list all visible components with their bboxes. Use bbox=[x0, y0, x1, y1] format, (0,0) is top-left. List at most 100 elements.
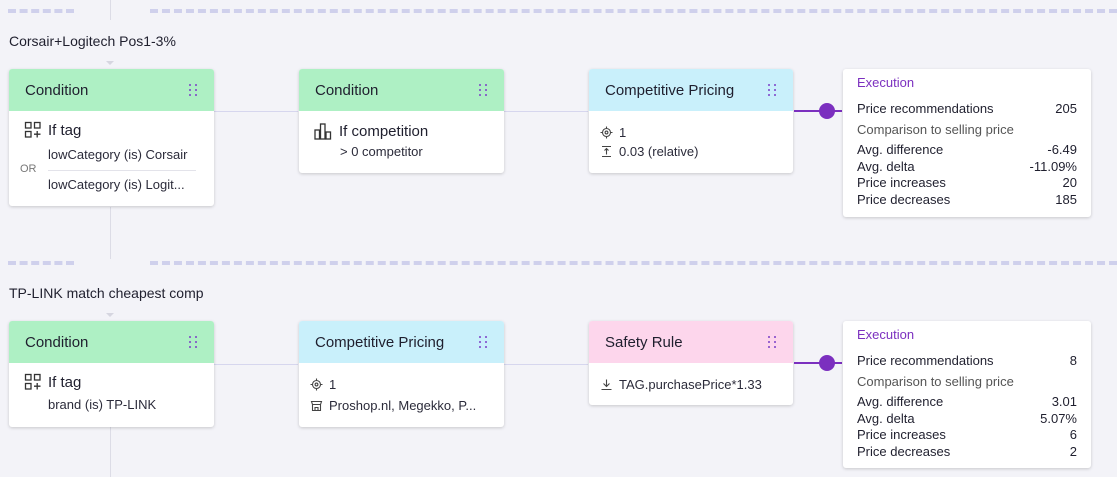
separator-middle bbox=[150, 261, 1117, 265]
execution-row: Avg. difference -6.49 bbox=[857, 142, 1077, 159]
execution-row: Price decreases 2 bbox=[857, 444, 1077, 461]
connector-line bbox=[504, 111, 588, 112]
competitive-pricing-node[interactable]: Competitive Pricing 1 0.03 (relative) bbox=[589, 69, 793, 173]
rank-value: 1 bbox=[619, 125, 627, 140]
separator-top bbox=[150, 9, 1117, 13]
row-value: 205 bbox=[1055, 101, 1077, 116]
row-label: Avg. delta bbox=[857, 158, 915, 174]
row-value: 6 bbox=[1069, 427, 1077, 442]
condition-line: brand (is) TP-LINK bbox=[48, 397, 157, 412]
execution-title: Execution bbox=[857, 327, 915, 342]
node-title: Safety Rule bbox=[605, 333, 683, 351]
execution-panel: Execution Price recommendations 8 Compari… bbox=[843, 321, 1091, 468]
condition-node[interactable]: Condition If tag brand (is) TP-LINK bbox=[9, 321, 214, 427]
separator-middle bbox=[8, 261, 74, 265]
drag-handle-icon[interactable] bbox=[478, 83, 490, 97]
bar-chart-icon bbox=[313, 122, 333, 140]
group-title: TP-LINK match cheapest comp bbox=[9, 285, 204, 301]
target-icon bbox=[600, 126, 613, 139]
node-title: Condition bbox=[25, 81, 89, 99]
node-heading: If competition bbox=[339, 122, 429, 140]
condition-line: lowCategory (is) Corsair bbox=[48, 147, 188, 162]
drag-handle-icon[interactable] bbox=[188, 83, 200, 97]
drag-handle-icon[interactable] bbox=[188, 335, 200, 349]
step-icon bbox=[600, 145, 613, 158]
target-icon bbox=[310, 378, 323, 391]
execution-row: Price increases 6 bbox=[857, 427, 1077, 444]
drag-handle-icon[interactable] bbox=[767, 83, 779, 97]
execution-row: Price recommendations 205 bbox=[857, 101, 1077, 118]
node-title: Condition bbox=[315, 81, 379, 99]
row-value: -11.09% bbox=[1029, 158, 1077, 174]
row-value: 20 bbox=[1062, 175, 1077, 190]
execution-row: Price increases 20 bbox=[857, 175, 1077, 192]
row-label: Price increases bbox=[857, 427, 946, 442]
tag-add-icon bbox=[24, 373, 42, 391]
row-value: 8 bbox=[1069, 353, 1077, 368]
node-header: Condition bbox=[9, 69, 214, 111]
tag-add-icon bbox=[24, 121, 42, 139]
node-title: Competitive Pricing bbox=[605, 81, 735, 99]
execution-row: Price recommendations 8 bbox=[857, 353, 1077, 370]
row-label: Comparison to selling price bbox=[857, 373, 1014, 389]
collapse-arrow-icon bbox=[106, 313, 114, 317]
connector-line bbox=[504, 364, 588, 365]
or-label: OR bbox=[20, 163, 37, 175]
step-value: 0.03 (relative) bbox=[619, 144, 699, 159]
group-title: Corsair+Logitech Pos1-3% bbox=[9, 33, 176, 49]
condition-line: lowCategory (is) Logit... bbox=[48, 177, 185, 192]
competitive-pricing-node[interactable]: Competitive Pricing 1 Proshop.nl, Megekk… bbox=[299, 321, 504, 427]
rank-value: 1 bbox=[329, 377, 337, 392]
drag-handle-icon[interactable] bbox=[478, 335, 490, 349]
timeline-line bbox=[110, 207, 111, 259]
execution-row: Avg. difference 3.01 bbox=[857, 394, 1077, 411]
row-label: Avg. delta bbox=[857, 410, 915, 426]
execution-dot-icon bbox=[819, 103, 835, 119]
row-label: Price increases bbox=[857, 175, 946, 190]
node-heading: If tag bbox=[48, 373, 82, 391]
condition-node[interactable]: Condition If competition > 0 competitor bbox=[299, 69, 504, 173]
node-header: Competitive Pricing bbox=[299, 321, 504, 363]
safety-value: TAG.purchasePrice*1.33 bbox=[619, 377, 762, 392]
connector-line bbox=[214, 111, 298, 112]
row-label: Price recommendations bbox=[857, 353, 994, 368]
row-value: 3.01 bbox=[1051, 394, 1077, 409]
row-label: Price decreases bbox=[857, 443, 951, 459]
execution-row: Price decreases 185 bbox=[857, 192, 1077, 209]
row-label: Avg. difference bbox=[857, 142, 944, 157]
execution-title: Execution bbox=[857, 75, 915, 90]
collapse-arrow-icon bbox=[106, 61, 114, 65]
connector-line bbox=[214, 364, 298, 365]
row-label: Price decreases bbox=[857, 191, 951, 207]
node-header: Competitive Pricing bbox=[589, 69, 793, 111]
competitors-value: Proshop.nl, Megekko, P... bbox=[329, 398, 477, 413]
condition-node[interactable]: Condition If tag lowCategory (is) Corsai… bbox=[9, 69, 214, 206]
row-value: 5.07% bbox=[1040, 410, 1077, 426]
row-label: Comparison to selling price bbox=[857, 121, 1014, 137]
safety-rule-node[interactable]: Safety Rule TAG.purchasePrice*1.33 bbox=[589, 321, 793, 405]
shop-icon bbox=[310, 399, 323, 412]
row-label: Avg. difference bbox=[857, 394, 944, 409]
execution-row: Comparison to selling price bbox=[857, 122, 1077, 139]
row-value: 185 bbox=[1055, 191, 1077, 207]
execution-dot-icon bbox=[819, 355, 835, 371]
execution-connector bbox=[794, 362, 842, 364]
execution-row: Comparison to selling price bbox=[857, 374, 1077, 391]
node-heading: If tag bbox=[48, 121, 82, 139]
row-value: 2 bbox=[1069, 443, 1077, 459]
row-value: -6.49 bbox=[1047, 142, 1077, 157]
execution-connector bbox=[794, 110, 842, 112]
node-header: Condition bbox=[299, 69, 504, 111]
execution-row: Avg. delta -11.09% bbox=[857, 159, 1077, 176]
timeline-line bbox=[110, 0, 111, 20]
separator-top bbox=[8, 9, 74, 13]
row-label: Price recommendations bbox=[857, 101, 994, 116]
node-title: Condition bbox=[25, 333, 89, 351]
drag-handle-icon[interactable] bbox=[767, 335, 779, 349]
node-header: Condition bbox=[9, 321, 214, 363]
execution-panel: Execution Price recommendations 205 Compa… bbox=[843, 69, 1091, 217]
timeline-line bbox=[110, 427, 111, 477]
execution-row: Avg. delta 5.07% bbox=[857, 411, 1077, 428]
node-header: Safety Rule bbox=[589, 321, 793, 363]
node-title: Competitive Pricing bbox=[315, 333, 445, 351]
